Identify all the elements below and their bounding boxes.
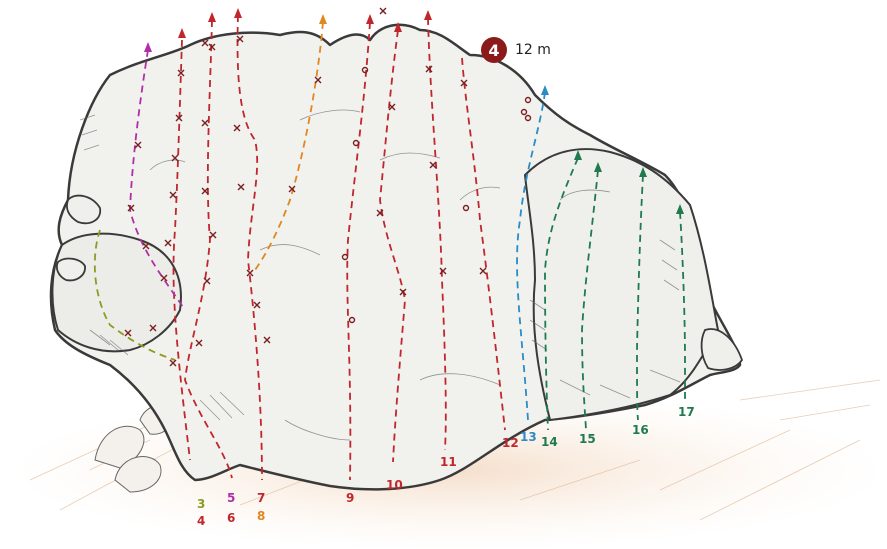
route-7-line — [236, 14, 263, 481]
route-top-arrows — [144, 8, 684, 214]
route-label-9: 9 — [346, 491, 354, 505]
bolt-ring-marks — [341, 66, 532, 324]
route-9-line — [346, 21, 371, 481]
boulder-number-badge: 4 — [481, 37, 507, 63]
route-label-11: 11 — [440, 455, 457, 469]
route-label-15: 15 — [579, 432, 596, 446]
route-label-4: 4 — [197, 514, 205, 528]
route-16-line — [636, 174, 644, 421]
route-13-line — [516, 91, 546, 421]
route-label-5: 5 — [227, 491, 235, 505]
route-label-16: 16 — [632, 423, 649, 437]
bolt-markers — [124, 7, 532, 367]
route-6-line — [184, 19, 233, 479]
route-4-line — [172, 39, 191, 461]
route-label-14: 14 — [541, 435, 558, 449]
route-label-10: 10 — [386, 478, 403, 492]
route-17-line — [679, 211, 686, 402]
route-3-line — [93, 229, 176, 361]
routes-layer — [93, 14, 686, 481]
route-15-line — [581, 169, 599, 431]
route-12-line — [461, 57, 506, 431]
route-10-line — [379, 29, 406, 463]
route-label-17: 17 — [678, 405, 695, 419]
route-label-7: 7 — [257, 491, 265, 505]
route-14-line — [544, 157, 579, 431]
route-label-8: 8 — [257, 509, 265, 523]
boulder-outline — [49, 23, 744, 491]
route-label-12: 12 — [502, 436, 519, 450]
route-label-3: 3 — [197, 497, 205, 511]
route-number-labels: 3 4 5 6 7 8 9 10 11 12 13 14 15 16 17 — [197, 405, 695, 528]
bolt-cross-marks — [124, 7, 487, 367]
route-label-6: 6 — [227, 511, 235, 525]
route-label-13: 13 — [520, 430, 537, 444]
boulder-height-label: 12 m — [515, 42, 551, 58]
